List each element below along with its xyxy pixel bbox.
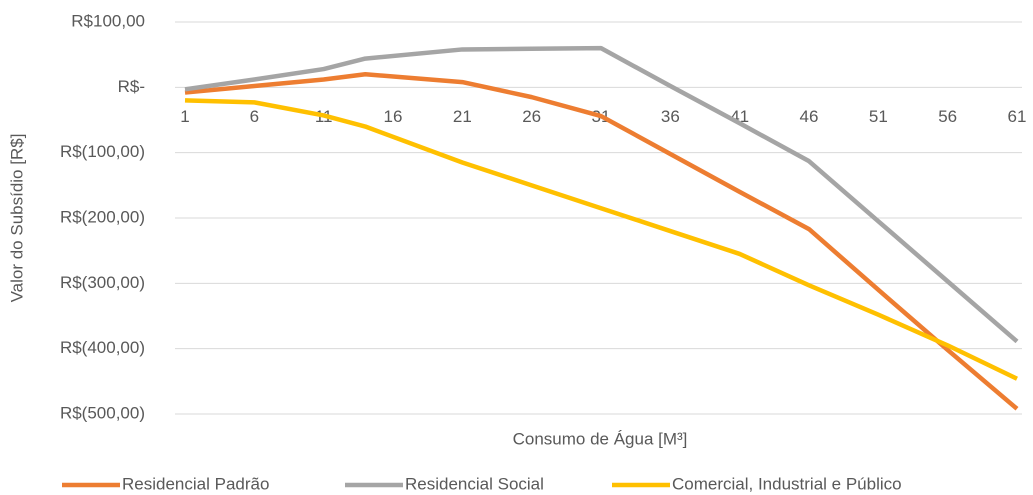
x-tick-label: 21	[453, 107, 472, 126]
x-tick-label: 56	[938, 107, 957, 126]
legend-label: Residencial Social	[405, 474, 544, 493]
x-tick-label: 1	[180, 107, 189, 126]
series-line	[184, 98, 1018, 381]
series-line	[184, 72, 1019, 411]
x-tick-label: 36	[661, 107, 680, 126]
series-line	[184, 45, 1019, 344]
y-tick-label: R$(100,00)	[60, 142, 145, 161]
legend-label: Residencial Padrão	[122, 474, 269, 493]
x-tick-label: 51	[869, 107, 888, 126]
y-tick-label: R$(300,00)	[60, 273, 145, 292]
x-tick-label: 16	[384, 107, 403, 126]
x-tick-label: 6	[250, 107, 259, 126]
y-tick-label: R$(400,00)	[60, 338, 145, 357]
y-tick-label: R$(500,00)	[60, 403, 145, 422]
x-tick-label: 61	[1008, 107, 1027, 126]
y-tick-label: R$100,00	[71, 11, 145, 30]
legend-label: Comercial, Industrial e Público	[672, 474, 902, 493]
y-tick-label: R$(200,00)	[60, 207, 145, 226]
x-tick-label: 46	[800, 107, 819, 126]
x-tick-label: 26	[522, 107, 541, 126]
x-axis-title: Consumo de Água [M³]	[513, 429, 688, 448]
y-axis-title: Valor do Subsídio [R$]	[7, 134, 26, 303]
y-tick-label: R$-	[118, 77, 145, 96]
